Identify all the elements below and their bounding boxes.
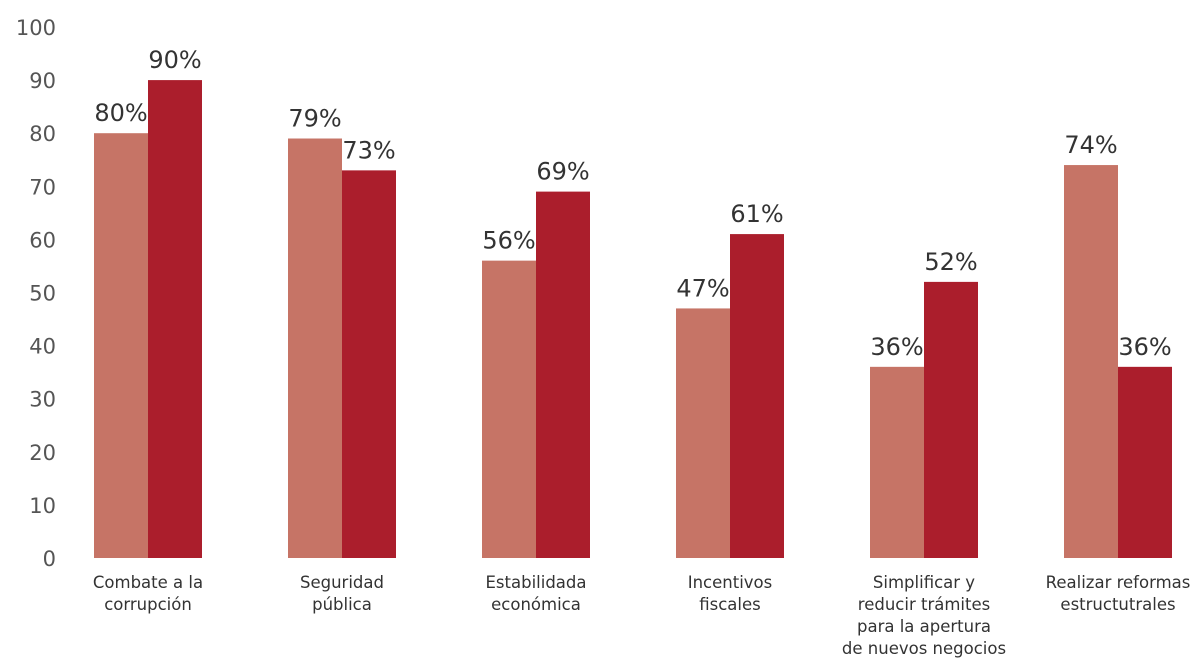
y-tick-label: 80 [29,122,56,146]
category-label: para la apertura [857,617,991,636]
data-label: 90% [148,46,201,74]
category-label: estructutrales [1060,595,1175,614]
category-label: Combate a la [93,573,203,592]
category-label: Estabilidada [486,573,587,592]
y-tick-label: 90 [29,69,56,93]
category-label: fiscales [699,595,761,614]
category-label: pública [312,595,372,614]
y-tick-label: 70 [29,175,56,199]
data-label: 61% [730,200,783,228]
y-tick-label: 10 [29,494,56,518]
data-label: 52% [924,248,977,276]
y-tick-label: 100 [16,16,56,40]
bar-series-2 [1118,366,1172,558]
category-label: Incentivos [688,573,773,592]
bar-series-1 [288,138,342,558]
data-label: 73% [342,136,395,164]
data-label: 47% [676,274,729,302]
data-label: 79% [288,105,341,133]
category-label: Seguridad [300,573,384,592]
data-label: 69% [536,158,589,186]
bars [94,80,1172,559]
data-labels: 80% 79% 56% 47% 36% 74% 90% 73% 69% 61% 52% 36% [94,46,1171,361]
bar-series-1 [870,366,924,558]
y-tick-label: 60 [29,228,56,252]
y-tick-label: 50 [29,282,56,306]
y-tick-label: 30 [29,388,56,412]
category-label: corrupción [104,595,192,614]
bar-series-2 [536,191,590,559]
x-axis: Combate a la corrupción Seguridad pública Es… [93,573,1190,658]
y-tick-label: 20 [29,441,56,465]
bar-series-2 [924,281,978,558]
bar-series-1 [94,133,148,558]
bar-series-2 [342,170,396,558]
data-label: 56% [482,227,535,255]
bar-series-1 [482,260,536,558]
y-tick-label: 0 [43,547,56,571]
y-axis: 0 10 20 30 40 50 60 70 80 90 100 [16,16,56,571]
data-label: 36% [1118,333,1171,361]
data-label: 36% [870,333,923,361]
category-label: reducir trámites [858,595,990,614]
bar-series-1 [676,308,730,558]
data-label: 80% [94,99,147,127]
category-label: económica [491,595,581,614]
category-label: de nuevos negocios [842,639,1006,658]
category-label: Simplificar y [873,573,975,592]
bar-series-2 [730,234,784,558]
data-label: 74% [1064,131,1117,159]
category-label: Realizar reformas [1046,573,1191,592]
y-tick-label: 40 [29,335,56,359]
bar-series-2 [148,80,202,558]
bar-series-1 [1064,165,1118,558]
